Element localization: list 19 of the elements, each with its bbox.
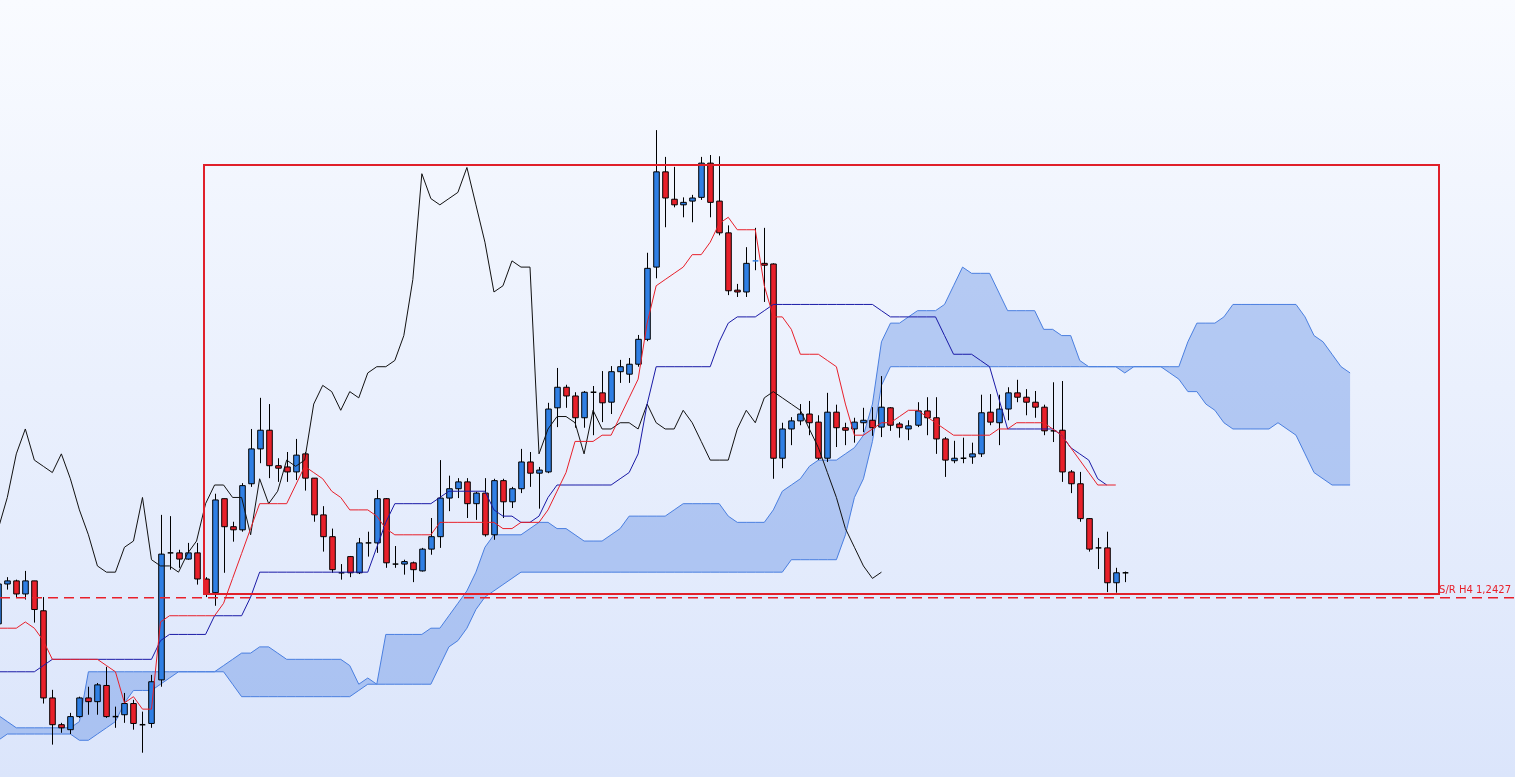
ref-line-label: S/R H4 1,2427: [1439, 584, 1511, 596]
candlestick: [176, 549, 183, 569]
candlestick: [446, 475, 453, 512]
candlestick: [1094, 537, 1103, 570]
candlestick: [942, 436, 949, 478]
candlestick: [959, 437, 968, 464]
candlestick: [915, 401, 922, 428]
candlestick: [275, 457, 282, 483]
candlestick: [887, 406, 894, 432]
candlestick: [1005, 386, 1012, 421]
candlestick: [842, 422, 849, 446]
candlestick: [1014, 379, 1021, 403]
candlestick: [428, 517, 435, 556]
candlestick: [364, 531, 373, 558]
candlestick: [589, 385, 598, 436]
candlestick: [166, 515, 175, 571]
candlestick: [751, 227, 760, 271]
candlestick: [391, 545, 400, 569]
candlestick: [527, 451, 534, 488]
